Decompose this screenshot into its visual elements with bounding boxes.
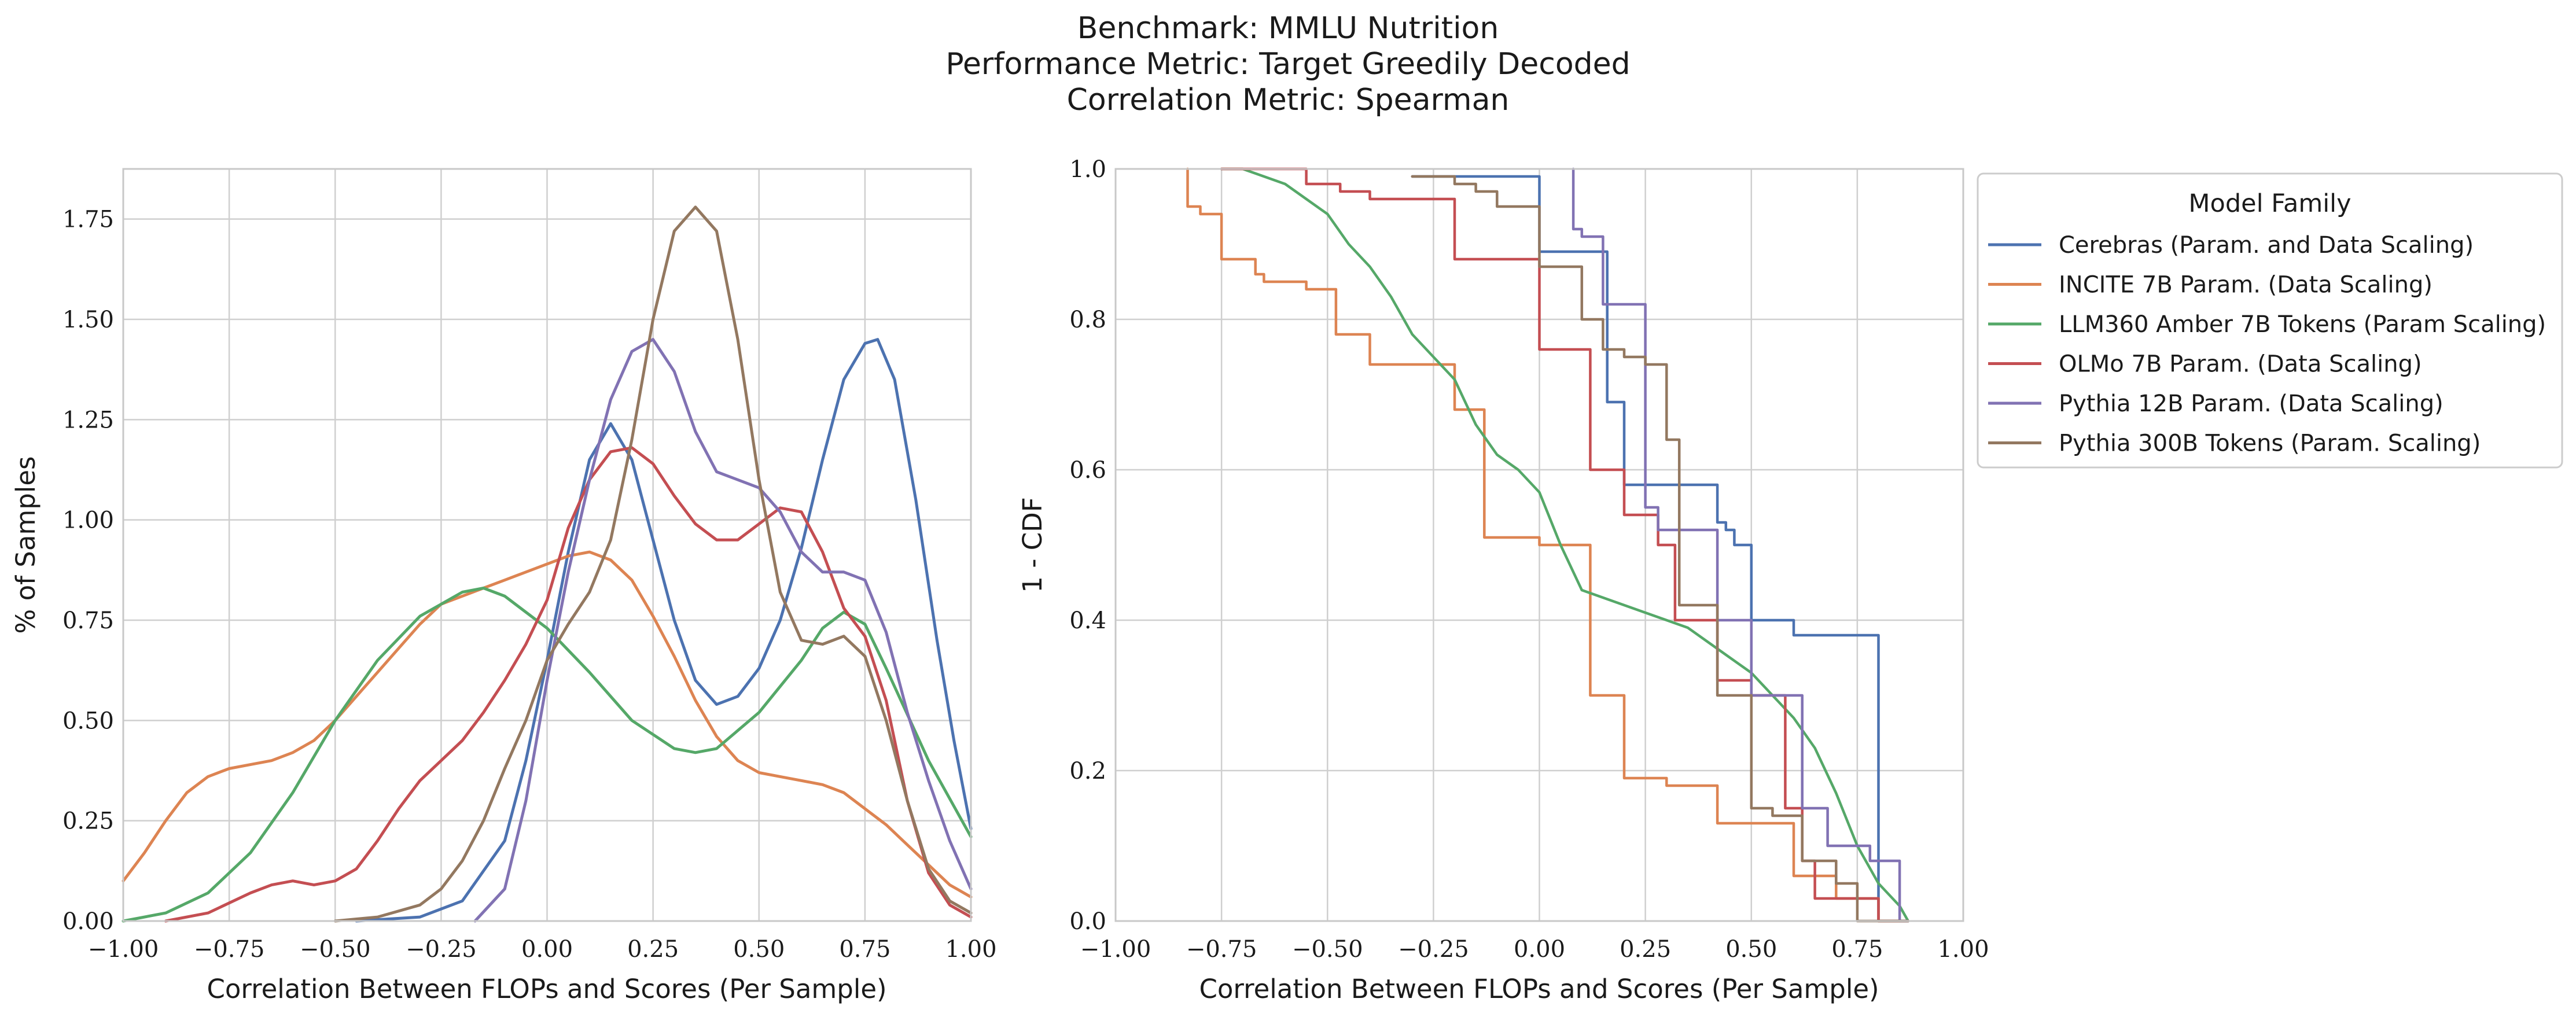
kde-series-llm360 [122, 587, 973, 923]
cdf-panel: −1.00 −0.75 −0.50 −0.25 0.00 0.25 0.50 0.75 1.00… [1017, 156, 1989, 1004]
legend-label-olmo: OLMo 7B Param. (Data Scaling) [2059, 351, 2422, 378]
kde-x-tick-labels: −1.00 −0.75 −0.50 −0.25 0.00 0.25 0.50 0.75 1.00 [88, 936, 997, 963]
cdf-y-tick-label: 0.6 [1069, 457, 1106, 484]
kde-x-tick-label: −0.75 [194, 936, 265, 963]
kde-x-tick-label: 0.50 [733, 936, 785, 963]
cdf-x-tick-label: 1.00 [1937, 936, 1989, 963]
kde-series-lines [122, 205, 973, 923]
kde-series-pythia300b [333, 205, 973, 923]
kde-series-incite [122, 550, 973, 898]
legend: Model Family Cerebras (Param. and Data S… [1977, 172, 2563, 469]
legend-label-incite: INCITE 7B Param. (Data Scaling) [2059, 272, 2433, 299]
kde-y-tick-labels: 0.00 0.25 0.50 0.75 1.00 1.25 1.50 1.75 [62, 207, 114, 935]
kde-y-tick-label: 0.25 [62, 808, 114, 835]
cdf-y-tick-label: 0.8 [1069, 307, 1106, 333]
legend-title: Model Family [2188, 189, 2351, 218]
kde-y-tick-label: 1.75 [62, 207, 114, 233]
kde-x-tick-label: −1.00 [88, 936, 159, 963]
cdf-y-tick-label: 0.0 [1069, 908, 1106, 935]
kde-y-tick-label: 0.00 [62, 908, 114, 935]
cdf-x-tick-label: 0.75 [1831, 936, 1883, 963]
cdf-y-tick-label: 0.2 [1069, 758, 1106, 784]
cdf-y-tick-label: 1.0 [1069, 156, 1106, 183]
cdf-series-lines [1186, 167, 1910, 923]
kde-y-tick-label: 0.75 [62, 607, 114, 634]
kde-x-axis-label: Correlation Between FLOPs and Scores (Pe… [207, 974, 886, 1004]
kde-series-cerebras [355, 338, 973, 923]
cdf-plot-frame [1114, 168, 1964, 922]
cdf-x-tick-labels: −1.00 −0.75 −0.50 −0.25 0.00 0.25 0.50 0.75 1.00 [1080, 936, 1989, 963]
kde-panel: −1.00 −0.75 −0.50 −0.25 0.00 0.25 0.50 0.75 1.00… [10, 168, 997, 1004]
kde-x-tick-label: 0.25 [627, 936, 679, 963]
cdf-y-tick-labels: 0.0 0.2 0.4 0.6 0.8 1.0 [1069, 156, 1106, 935]
legend-label-pythia12b: Pythia 12B Param. (Data Scaling) [2059, 391, 2443, 417]
kde-y-tick-label: 0.50 [62, 708, 114, 734]
kde-x-tick-label: 1.00 [945, 936, 996, 963]
cdf-x-axis-label: Correlation Between FLOPs and Scores (Pe… [1199, 974, 1879, 1004]
cdf-series-pythia300b [1411, 175, 1910, 923]
legend-label-pythia300b: Pythia 300B Tokens (Param. Scaling) [2059, 430, 2481, 457]
figure-title: Benchmark: MMLU Nutrition Performance Me… [945, 11, 1630, 117]
legend-items: Cerebras (Param. and Data Scaling) INCITE… [1988, 232, 2546, 457]
kde-x-tick-label: 0.75 [839, 936, 890, 963]
kde-y-axis-label: % of Samples [10, 456, 41, 634]
legend-box [1977, 172, 2563, 469]
cdf-x-tick-label: 0.00 [1514, 936, 1565, 963]
cdf-x-tick-label: 0.25 [1620, 936, 1671, 963]
kde-x-tick-label: −0.25 [406, 936, 477, 963]
cdf-x-tick-label: −0.75 [1186, 936, 1257, 963]
kde-y-tick-label: 1.50 [62, 307, 114, 333]
kde-series-pythia12b [473, 338, 973, 923]
cdf-x-tick-label: −0.50 [1292, 936, 1363, 963]
legend-label-cerebras: Cerebras (Param. and Data Scaling) [2059, 232, 2474, 259]
title-line-3: Correlation Metric: Spearman [1067, 83, 1510, 117]
title-line-1: Benchmark: MMLU Nutrition [1077, 11, 1499, 46]
kde-plot-frame [122, 168, 972, 922]
kde-x-tick-label: −0.50 [300, 936, 371, 963]
legend-label-llm360: LLM360 Amber 7B Tokens (Param Scaling) [2059, 311, 2546, 338]
cdf-series-llm360 [1220, 167, 1910, 923]
title-line-2: Performance Metric: Target Greedily Deco… [945, 47, 1630, 82]
cdf-series-incite [1186, 167, 1910, 923]
kde-y-tick-label: 1.00 [62, 507, 114, 534]
cdf-x-tick-label: −1.00 [1080, 936, 1151, 963]
cdf-series-cerebras [1411, 175, 1910, 923]
cdf-y-axis-label: 1 - CDF [1017, 497, 1048, 592]
kde-y-tick-label: 1.25 [62, 407, 114, 433]
kde-x-tick-label: 0.00 [521, 936, 573, 963]
cdf-x-tick-label: −0.25 [1398, 936, 1469, 963]
cdf-x-tick-label: 0.50 [1725, 936, 1777, 963]
cdf-y-tick-label: 0.4 [1069, 607, 1106, 634]
